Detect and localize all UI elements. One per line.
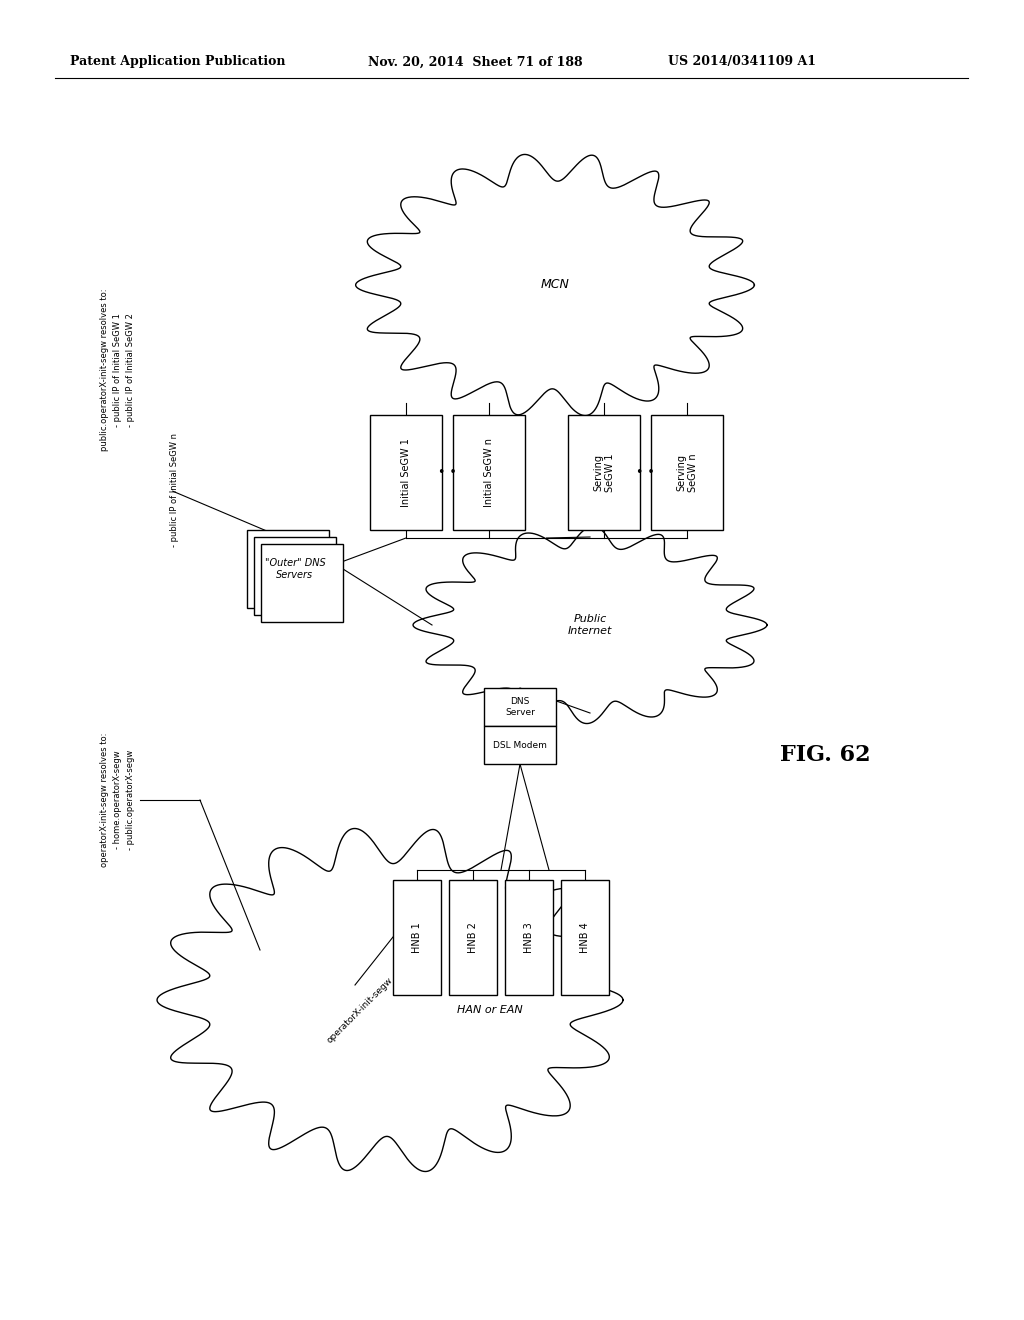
Bar: [505, 880, 553, 995]
Bar: [254, 537, 336, 615]
Text: - public.operatorX-segw: - public.operatorX-segw: [126, 750, 135, 850]
Bar: [453, 414, 525, 531]
Text: • •: • •: [437, 466, 457, 479]
Bar: [449, 880, 497, 995]
Text: - public IP of Initial SeGW 2: - public IP of Initial SeGW 2: [126, 313, 135, 426]
Text: Nov. 20, 2014  Sheet 71 of 188: Nov. 20, 2014 Sheet 71 of 188: [368, 55, 583, 69]
Polygon shape: [355, 154, 755, 416]
Text: - public IP of Initial SeGW n: - public IP of Initial SeGW n: [170, 433, 179, 546]
Text: Initial SeGW n: Initial SeGW n: [484, 438, 494, 507]
Text: US 2014/0341109 A1: US 2014/0341109 A1: [668, 55, 816, 69]
Text: Initial SeGW 1: Initial SeGW 1: [401, 438, 411, 507]
Text: operatorX-init-segw resolves to:: operatorX-init-segw resolves to:: [100, 733, 109, 867]
Bar: [370, 414, 442, 531]
Text: DNS
Server: DNS Server: [505, 697, 535, 717]
Bar: [261, 544, 343, 622]
Polygon shape: [157, 829, 623, 1172]
Polygon shape: [413, 527, 767, 723]
Text: - public IP of Initial SeGW 1: - public IP of Initial SeGW 1: [113, 313, 122, 426]
Bar: [247, 531, 329, 609]
Text: HAN or EAN: HAN or EAN: [457, 1005, 523, 1015]
Text: HNB 3: HNB 3: [524, 923, 534, 953]
Text: DSL Modem: DSL Modem: [494, 741, 547, 750]
Text: Public
Internet: Public Internet: [568, 614, 612, 636]
Text: operatorX-init-segw: operatorX-init-segw: [326, 975, 394, 1044]
Text: • •: • •: [636, 466, 654, 479]
Bar: [651, 414, 723, 531]
Text: HNB 1: HNB 1: [412, 923, 422, 953]
Text: Patent Application Publication: Patent Application Publication: [70, 55, 286, 69]
Text: HNB 2: HNB 2: [468, 923, 478, 953]
Text: - home.operatorX-segw: - home.operatorX-segw: [113, 751, 122, 849]
Text: MCN: MCN: [541, 279, 569, 292]
Text: Serving
SeGW n: Serving SeGW n: [676, 453, 697, 492]
Text: "Outer" DNS
Servers: "Outer" DNS Servers: [264, 558, 326, 579]
Bar: [393, 880, 441, 995]
Text: public.operatorX-init-segw resolves to:: public.operatorX-init-segw resolves to:: [100, 289, 109, 451]
Text: Serving
SeGW 1: Serving SeGW 1: [593, 453, 614, 492]
Bar: [484, 726, 556, 764]
Text: FIG. 62: FIG. 62: [780, 744, 870, 766]
Bar: [568, 414, 640, 531]
Text: HNB 4: HNB 4: [580, 923, 590, 953]
Bar: [484, 688, 556, 726]
Bar: [561, 880, 609, 995]
